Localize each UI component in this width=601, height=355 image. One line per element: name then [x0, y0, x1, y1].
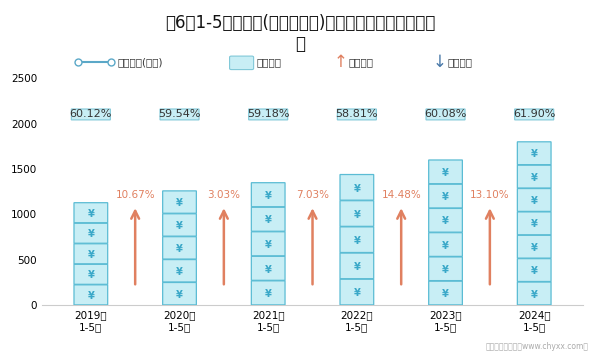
Text: ¥: ¥	[265, 191, 272, 201]
FancyBboxPatch shape	[251, 232, 285, 256]
Text: ¥: ¥	[353, 236, 360, 246]
Text: ¥: ¥	[265, 264, 272, 274]
Text: 寿险占比: 寿险占比	[257, 57, 282, 67]
FancyBboxPatch shape	[429, 208, 462, 232]
FancyBboxPatch shape	[340, 227, 374, 252]
FancyBboxPatch shape	[74, 244, 108, 264]
Text: ¥: ¥	[442, 265, 449, 275]
FancyBboxPatch shape	[517, 259, 551, 282]
Text: ¥: ¥	[176, 221, 183, 231]
Text: 61.90%: 61.90%	[513, 109, 555, 119]
FancyBboxPatch shape	[74, 223, 108, 243]
FancyBboxPatch shape	[163, 214, 197, 236]
Text: ¥: ¥	[176, 290, 183, 300]
FancyBboxPatch shape	[160, 109, 199, 120]
Text: ¥: ¥	[531, 149, 538, 159]
FancyBboxPatch shape	[340, 279, 374, 305]
FancyBboxPatch shape	[163, 237, 197, 259]
Text: ¥: ¥	[531, 243, 538, 253]
Text: ¥: ¥	[87, 250, 94, 260]
Text: 13.10%: 13.10%	[470, 190, 510, 200]
FancyBboxPatch shape	[514, 109, 554, 120]
Text: 3.03%: 3.03%	[207, 190, 240, 200]
FancyBboxPatch shape	[337, 109, 376, 120]
Text: ¥: ¥	[442, 192, 449, 202]
Text: ¥: ¥	[531, 196, 538, 206]
FancyBboxPatch shape	[517, 165, 551, 188]
Text: ¥: ¥	[265, 215, 272, 225]
FancyBboxPatch shape	[251, 207, 285, 231]
FancyBboxPatch shape	[163, 283, 197, 305]
Text: 7.03%: 7.03%	[296, 190, 329, 200]
Text: 累计保费(亿元): 累计保费(亿元)	[117, 57, 163, 67]
FancyBboxPatch shape	[429, 233, 462, 256]
FancyBboxPatch shape	[517, 142, 551, 165]
Text: ¥: ¥	[176, 244, 183, 254]
Text: ¥: ¥	[87, 209, 94, 219]
Text: 59.54%: 59.54%	[158, 109, 201, 119]
FancyBboxPatch shape	[72, 109, 111, 120]
FancyBboxPatch shape	[74, 203, 108, 223]
Text: ¥: ¥	[531, 173, 538, 183]
Text: ¥: ¥	[353, 262, 360, 272]
Text: ¥: ¥	[442, 168, 449, 178]
Text: ¥: ¥	[353, 288, 360, 298]
FancyBboxPatch shape	[340, 253, 374, 279]
FancyBboxPatch shape	[517, 189, 551, 211]
FancyBboxPatch shape	[340, 201, 374, 226]
Text: ¥: ¥	[87, 229, 94, 239]
Text: ¥: ¥	[176, 198, 183, 208]
FancyBboxPatch shape	[249, 109, 288, 120]
Text: ↑: ↑	[334, 53, 347, 71]
Text: 同比减少: 同比减少	[448, 57, 473, 67]
FancyBboxPatch shape	[163, 260, 197, 282]
FancyBboxPatch shape	[251, 183, 285, 207]
Text: 60.08%: 60.08%	[424, 109, 467, 119]
Text: ¥: ¥	[442, 289, 449, 299]
FancyBboxPatch shape	[517, 212, 551, 235]
Text: ¥: ¥	[87, 291, 94, 301]
Text: ¥: ¥	[442, 241, 449, 251]
Text: 制图：智研咨询（www.chyxx.com）: 制图：智研咨询（www.chyxx.com）	[486, 343, 589, 351]
FancyBboxPatch shape	[163, 191, 197, 213]
FancyBboxPatch shape	[517, 282, 551, 305]
FancyBboxPatch shape	[340, 175, 374, 200]
Text: ¥: ¥	[353, 210, 360, 220]
FancyBboxPatch shape	[426, 109, 465, 120]
FancyBboxPatch shape	[429, 184, 462, 208]
Text: ¥: ¥	[265, 289, 272, 299]
Text: ¥: ¥	[442, 217, 449, 226]
Text: 10.67%: 10.67%	[115, 190, 155, 200]
Text: 59.18%: 59.18%	[247, 109, 290, 119]
FancyBboxPatch shape	[251, 281, 285, 305]
FancyBboxPatch shape	[517, 235, 551, 258]
FancyBboxPatch shape	[429, 257, 462, 280]
FancyBboxPatch shape	[429, 281, 462, 305]
Text: 60.12%: 60.12%	[70, 109, 112, 119]
Text: 同比增加: 同比增加	[349, 57, 374, 67]
Text: ¥: ¥	[176, 267, 183, 277]
Text: 58.81%: 58.81%	[335, 109, 378, 119]
Text: ¥: ¥	[353, 184, 360, 193]
Text: ¥: ¥	[531, 219, 538, 229]
Text: 近6年1-5月浙江省(不含宁波市)累计原保险保费收入统计
图: 近6年1-5月浙江省(不含宁波市)累计原保险保费收入统计 图	[165, 14, 436, 53]
FancyBboxPatch shape	[74, 285, 108, 305]
Text: ↓: ↓	[433, 53, 447, 71]
Text: ¥: ¥	[87, 270, 94, 280]
Text: ¥: ¥	[265, 240, 272, 250]
Text: ¥: ¥	[531, 290, 538, 300]
FancyBboxPatch shape	[429, 160, 462, 184]
Text: 14.48%: 14.48%	[381, 190, 421, 200]
FancyBboxPatch shape	[251, 256, 285, 280]
FancyBboxPatch shape	[74, 264, 108, 284]
Text: ¥: ¥	[531, 266, 538, 276]
